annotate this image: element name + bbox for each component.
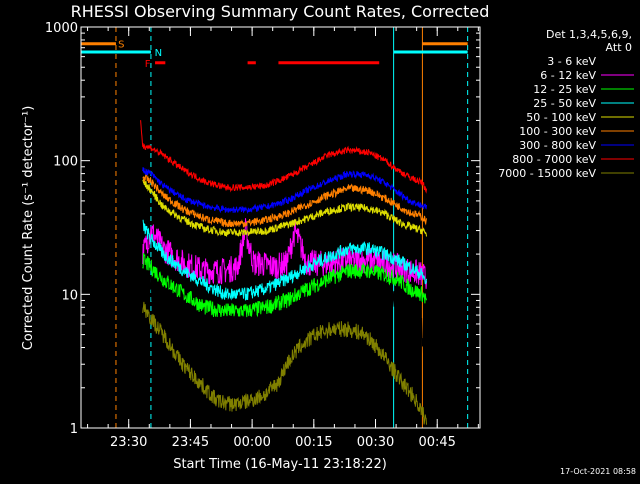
legend-label: 6 - 12 keV [540,69,596,82]
series-line [142,219,427,301]
legend-header: Att 0 [606,41,632,54]
y-tick-label: 1 [70,422,78,437]
x-axis-label: Start Time (16-May-11 23:18:22) [173,457,387,472]
series-line [142,167,427,215]
legend-header: Det 1,3,4,5,6,9, [546,28,632,41]
y-tick-label: 1000 [45,21,78,36]
axes: 1 10 100 1000 23:30 23:45 00:00 00:15 00:30 00:45 [45,21,481,450]
x-tick-label: 23:45 [172,435,209,450]
legend-label: 800 - 7000 keV [512,153,596,166]
x-tick-label: 00:45 [418,435,455,450]
series-line [142,218,427,289]
legend-label: 25 - 50 keV [533,97,596,110]
series-line [142,253,427,318]
legend-label: 12 - 25 keV [533,83,596,96]
series-line [140,120,427,194]
legend-label: 300 - 800 keV [519,139,596,152]
x-tick-label: 00:15 [295,435,332,450]
flag-label-s: S [118,40,124,51]
series-group [140,120,427,425]
y-tick-label: 10 [61,288,78,303]
series-line [142,301,427,425]
plot-frame [80,26,481,429]
attenuator-annotations: S NF [81,27,469,428]
flag-label-f: F [145,59,151,70]
flag-label-n: N [155,48,162,59]
y-tick-label: 100 [53,155,78,170]
series-line [142,173,427,228]
x-tick-label: 23:30 [110,435,147,450]
legend-label: 3 - 6 keV [547,55,596,68]
y-axis-label: Corrected Count Rate (s⁻¹ detector⁻¹) [21,106,36,351]
chart-title: RHESSI Observing Summary Count Rates, Co… [71,2,490,21]
x-tick-label: 00:00 [233,435,270,450]
legend-label: 50 - 100 keV [526,111,596,124]
legend-label: 7000 - 15000 keV [498,167,596,180]
series-line [142,178,427,237]
x-tick-label: 00:30 [357,435,394,450]
timestamp-footer: 17-Oct-2021 08:58 [560,467,636,476]
legend-label: 100 - 300 keV [519,125,596,138]
